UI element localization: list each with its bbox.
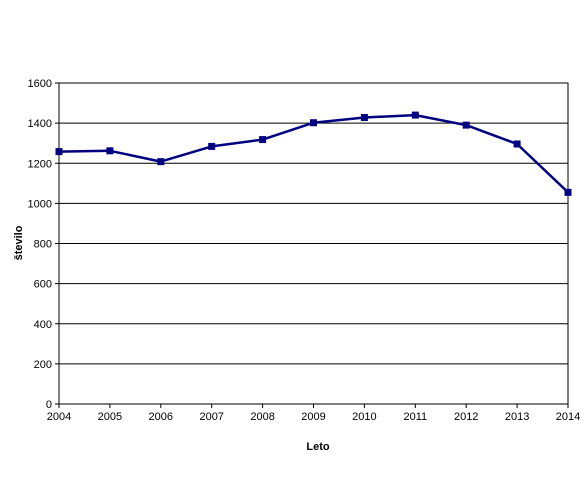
- x-tick-label: 2009: [301, 411, 325, 423]
- y-axis-tick-labels: 0 200 400 600 800 1000 1200 1400 1600: [28, 78, 59, 411]
- x-tick-label: 2012: [454, 411, 478, 423]
- data-point: [513, 140, 521, 148]
- data-point: [55, 148, 63, 156]
- data-point: [310, 119, 317, 127]
- y-tick-label: 600: [34, 279, 52, 291]
- grid-lines: [59, 122, 568, 365]
- x-axis-title: Leto: [306, 441, 330, 453]
- x-tick-label: 2010: [352, 411, 376, 423]
- y-axis-title: število: [13, 225, 25, 260]
- x-tick-label: 2013: [505, 411, 529, 423]
- data-point: [411, 111, 419, 119]
- data-point: [360, 114, 368, 122]
- x-tick-label: 2008: [250, 411, 274, 423]
- y-tick-label: 1600: [28, 78, 52, 90]
- y-tick-label: 0: [46, 399, 52, 411]
- data-point: [208, 142, 216, 150]
- data-point: [462, 121, 470, 129]
- x-tick-label: 2004: [47, 411, 71, 423]
- x-tick-label: 2006: [149, 411, 173, 423]
- y-tick-label: 1000: [28, 198, 52, 210]
- y-tick-label: 1400: [28, 118, 52, 130]
- data-point: [157, 158, 165, 166]
- series-layer: [55, 111, 572, 196]
- data-point: [106, 147, 114, 155]
- x-tick-label: 2005: [98, 411, 122, 423]
- y-tick-label: 400: [34, 319, 52, 331]
- y-tick-label: 800: [34, 239, 52, 251]
- data-point: [564, 188, 572, 196]
- x-tick-label: 2007: [199, 411, 223, 423]
- data-point: [259, 136, 267, 144]
- x-axis-tick-labels: 2004 2005 2006 2007 2008 2009 2010 2011 2012 2013…: [47, 404, 580, 423]
- y-tick-label: 1200: [28, 158, 52, 170]
- x-tick-label: 2014: [556, 411, 580, 423]
- y-tick-label: 200: [34, 359, 52, 371]
- x-tick-label: 2011: [403, 411, 427, 423]
